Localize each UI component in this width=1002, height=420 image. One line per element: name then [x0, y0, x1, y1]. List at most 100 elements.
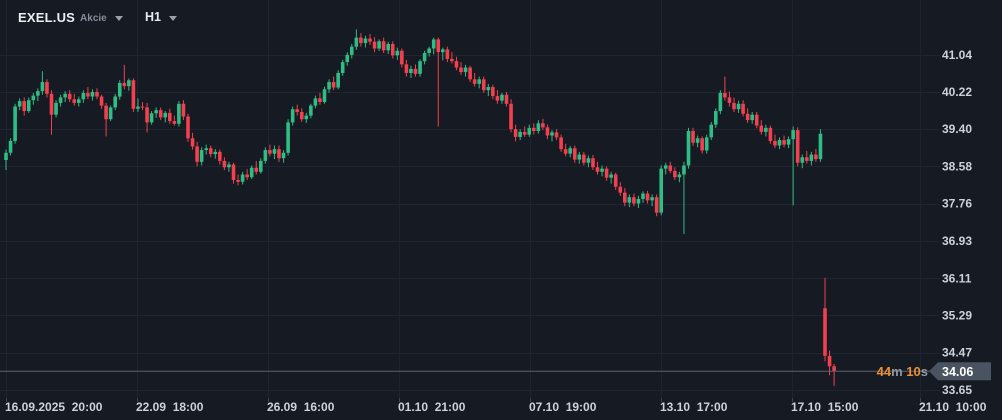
candlestick — [368, 38, 372, 42]
candlestick — [818, 133, 823, 160]
candlestick — [827, 355, 832, 367]
candlestick — [281, 152, 286, 159]
price-tick-label: 39.40 — [942, 122, 972, 136]
price-tick-label: 37.76 — [942, 197, 972, 211]
candlestick — [518, 131, 522, 137]
candlestick — [249, 167, 254, 178]
candlestick — [632, 197, 636, 204]
candlestick — [468, 67, 472, 80]
candlestick — [481, 79, 486, 91]
candlestick — [54, 102, 58, 115]
candlestick — [204, 148, 208, 151]
candlestick — [700, 138, 704, 151]
candlestick — [90, 92, 95, 97]
candlestick — [231, 164, 236, 180]
candlestick — [4, 152, 8, 161]
candlestick — [582, 154, 586, 163]
candlestick — [486, 87, 491, 91]
candlestick — [454, 61, 459, 68]
candlestick — [641, 193, 645, 199]
candlestick — [504, 94, 509, 104]
candlestick — [386, 43, 390, 51]
candlestick — [509, 103, 513, 130]
price-tick-label: 38.58 — [942, 159, 972, 173]
candlestick — [13, 106, 17, 141]
candlestick — [709, 124, 714, 138]
candlestick — [240, 174, 245, 182]
candlestick — [327, 82, 331, 90]
candlestick — [513, 129, 518, 137]
candlestick — [40, 82, 45, 92]
candlestick — [195, 146, 199, 162]
candlestick — [714, 111, 718, 125]
candlestick — [381, 41, 386, 51]
candlestick — [254, 167, 259, 172]
candlestick — [245, 174, 249, 178]
candlestick — [331, 82, 336, 88]
candlestick — [691, 131, 695, 143]
candlestick — [627, 197, 632, 203]
candlestick — [395, 50, 400, 56]
candlestick — [127, 80, 131, 87]
candlestick — [359, 37, 363, 44]
candlestick — [77, 99, 81, 103]
candlestick — [718, 92, 723, 112]
candlestick — [149, 113, 154, 123]
candlestick — [477, 79, 481, 84]
candlestick — [522, 131, 527, 135]
candlestick — [295, 109, 299, 112]
timeframe-selector[interactable]: H1 — [145, 10, 177, 24]
candlestick — [463, 67, 468, 73]
symbol-selector[interactable]: EXEL.US Akcie — [18, 10, 123, 25]
candlestick — [545, 127, 550, 136]
candlestick — [773, 140, 777, 146]
candlestick — [445, 49, 450, 59]
candlestick — [190, 138, 195, 147]
price-tick-label: 36.93 — [942, 234, 972, 248]
countdown-part: 44 — [877, 364, 892, 379]
candlestick — [313, 98, 318, 106]
candlestick — [236, 179, 240, 182]
candlestick — [759, 125, 764, 132]
candlestick — [400, 50, 404, 65]
candlestick — [704, 137, 709, 151]
candlestick — [409, 68, 413, 73]
candlestick — [340, 62, 345, 73]
candlestick — [58, 97, 63, 103]
candlestick — [814, 154, 818, 160]
time-tick-label: 07.10 19:00 — [529, 400, 597, 414]
candlestick — [764, 127, 768, 132]
time-tick-label: 26.09 16:00 — [267, 400, 335, 414]
candlestick — [668, 165, 673, 171]
price-tick-label: 35.29 — [942, 308, 972, 322]
candlestick — [491, 87, 495, 97]
price-tick-label: 33.65 — [942, 383, 972, 397]
candlestick — [336, 72, 340, 88]
time-tick-label: 21.10 10:00 — [919, 400, 987, 414]
current-price-tag — [929, 362, 991, 381]
countdown-part: m — [891, 364, 906, 379]
time-tick-label: 13.10 17:00 — [660, 400, 728, 414]
candlestick — [613, 174, 618, 187]
candlestick — [181, 103, 186, 117]
candlestick — [45, 82, 49, 94]
candlestick — [532, 127, 536, 132]
candlestick — [782, 140, 786, 145]
candlestick — [495, 96, 500, 101]
candlestick — [49, 93, 54, 115]
candlestick — [768, 127, 773, 141]
candlestick — [786, 139, 791, 145]
candlestick — [795, 130, 800, 163]
candlestick — [81, 92, 86, 100]
candlestick — [72, 99, 77, 103]
candlestick — [122, 82, 127, 87]
candlestick — [36, 91, 40, 96]
symbol-name: EXEL.US — [18, 10, 76, 25]
candlestick — [418, 61, 422, 74]
candlestick — [595, 167, 600, 172]
candlestick — [177, 103, 181, 124]
candlestick — [527, 127, 532, 135]
